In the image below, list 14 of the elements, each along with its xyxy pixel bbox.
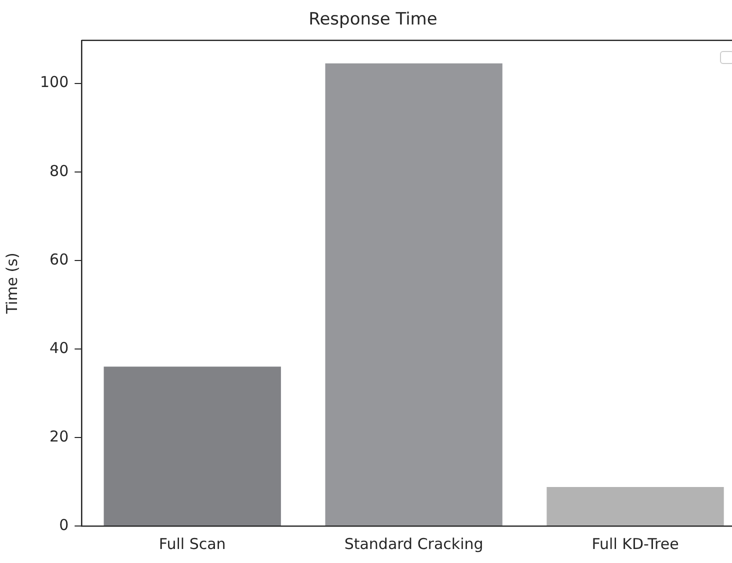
y-axis-title: Time (s) [2, 252, 21, 315]
y-tick-label: 80 [50, 162, 69, 180]
x-tick-label: Full KD-Tree [592, 534, 679, 553]
bar [104, 366, 281, 526]
chart-title: Response Time [308, 10, 438, 30]
y-tick-label: 0 [59, 516, 69, 534]
x-tick-label: Standard Cracking [344, 534, 484, 553]
y-tick-label: 60 [50, 250, 69, 268]
y-tick-label: 20 [50, 427, 69, 446]
y-tick-label: 40 [50, 338, 69, 357]
bar [546, 487, 724, 526]
x-tick-label: Full Scan [158, 534, 226, 553]
bar [325, 63, 502, 526]
y-tick-label: 100 [40, 73, 69, 92]
